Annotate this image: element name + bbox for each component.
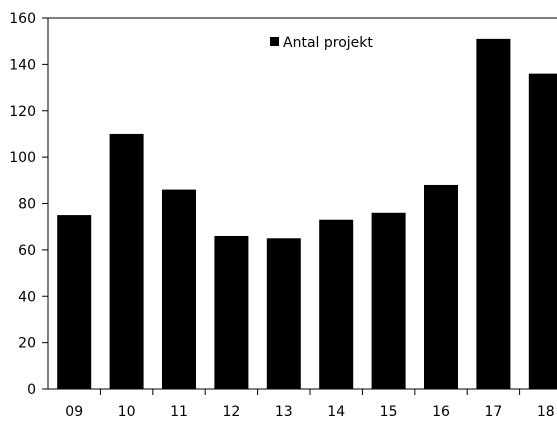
bar-10 <box>109 133 144 389</box>
y-tick-label: 120 <box>9 104 36 120</box>
y-tick-label: 140 <box>9 57 36 73</box>
y-tick-label: 20 <box>18 336 36 352</box>
bar-13 <box>266 238 301 389</box>
y-tick-label: 160 <box>9 11 36 27</box>
x-axis: 09 10 11 12 13 14 15 16 17 18 <box>65 389 555 420</box>
bar-14 <box>319 219 354 389</box>
x-tick-label: 15 <box>380 404 398 420</box>
bar-12 <box>214 235 249 389</box>
legend-label-antal-projekt: Antal projekt <box>283 35 373 51</box>
bar-18 <box>528 73 557 390</box>
bar-09 <box>57 215 92 389</box>
bar-17 <box>476 38 511 390</box>
bar-15 <box>371 212 406 389</box>
x-tick-label: 16 <box>432 404 450 420</box>
x-tick-label: 13 <box>275 404 293 420</box>
x-tick-label: 17 <box>484 404 502 420</box>
x-tick-label: 10 <box>118 404 136 420</box>
x-tick-label: 11 <box>170 404 188 420</box>
y-tick-label: 80 <box>18 197 36 213</box>
bar-11 <box>162 189 196 389</box>
y-tick-label: 60 <box>18 243 36 259</box>
x-tick-label: 09 <box>65 404 83 420</box>
x-tick-label: 12 <box>222 404 240 420</box>
bars <box>57 38 557 390</box>
legend-swatch-antal-projekt <box>270 37 279 46</box>
x-tick-label: 14 <box>327 404 345 420</box>
legend: Antal projekt <box>270 35 373 51</box>
x-tick-label: 18 <box>537 404 555 420</box>
y-tick-label: 0 <box>27 382 36 398</box>
y-tick-label: 100 <box>9 150 36 166</box>
y-tick-label: 40 <box>18 289 36 305</box>
bar-16 <box>424 184 458 389</box>
y-axis: 0 20 40 60 80 100 120 140 160 <box>9 11 48 398</box>
